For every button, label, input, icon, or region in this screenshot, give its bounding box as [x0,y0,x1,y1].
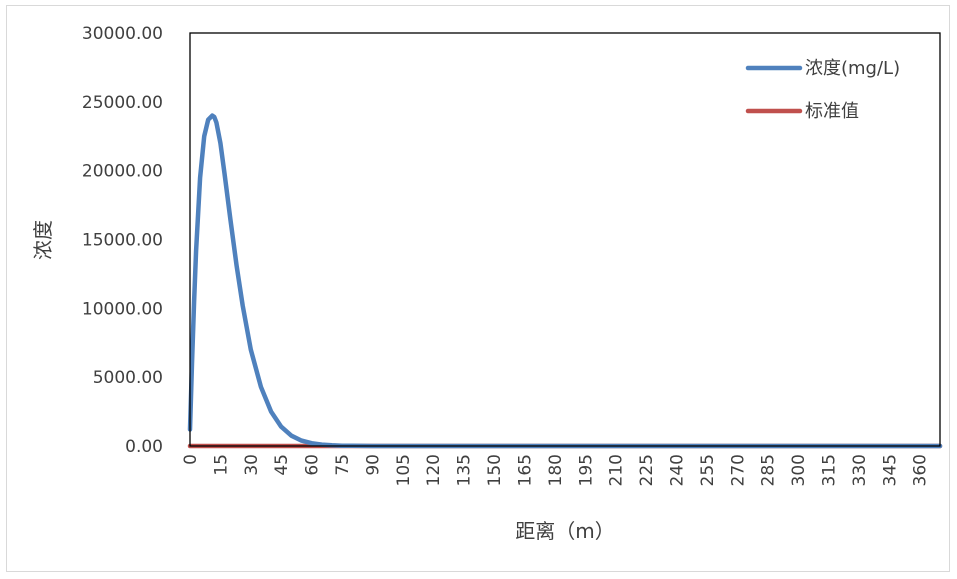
x-tick-label: 60 [303,454,323,476]
legend-label: 浓度(mg/L) [805,58,900,79]
x-tick-label: 75 [333,454,353,476]
x-tick-label: 345 [880,454,900,486]
y-axis-ticks: 0.00 5000.00 10000.00 15000.00 20000.00 25000… [82,24,163,457]
x-tick-label: 165 [515,454,535,486]
x-tick-label: 330 [850,454,870,486]
x-tick-label: 105 [394,454,414,486]
y-axis-title: 浓度 [31,220,55,260]
x-tick-label: 285 [759,454,779,486]
x-axis-ticks: 0 15 30 45 60 75 90 105 120 135 150 165 180 195 210 225… [181,454,931,486]
x-tick-label: 300 [789,454,809,486]
x-tick-label: 45 [272,454,292,476]
x-tick-label: 0 [181,454,201,465]
y-tick-label: 15000.00 [82,231,163,251]
x-tick-label: 225 [637,454,657,486]
x-tick-label: 30 [242,454,262,476]
x-axis-title: 距离（m） [515,519,614,543]
y-tick-label: 0.00 [125,437,163,457]
y-tick-label: 20000.00 [82,162,163,182]
x-tick-label: 120 [424,454,444,486]
y-tick-label: 10000.00 [82,299,163,319]
x-tick-label: 90 [363,454,383,476]
x-tick-label: 15 [211,454,231,476]
x-tick-label: 195 [576,454,596,486]
x-tick-label: 315 [820,454,840,486]
series-layer [190,116,940,446]
legend: 浓度(mg/L) 标准值 [748,58,900,122]
legend-label: 标准值 [805,101,859,122]
y-tick-label: 30000.00 [82,24,163,44]
plot-area-border [190,33,940,446]
y-tick-label: 5000.00 [93,368,163,388]
x-tick-label: 150 [485,454,505,486]
series-line-concentration [190,116,940,446]
x-tick-label: 135 [455,454,475,486]
x-tick-label: 270 [728,454,748,486]
x-tick-label: 180 [546,454,566,486]
x-tick-label: 210 [607,454,627,486]
x-tick-label: 240 [667,454,687,486]
y-tick-label: 25000.00 [82,93,163,113]
x-tick-label: 360 [911,454,931,486]
x-tick-label: 255 [698,454,718,486]
